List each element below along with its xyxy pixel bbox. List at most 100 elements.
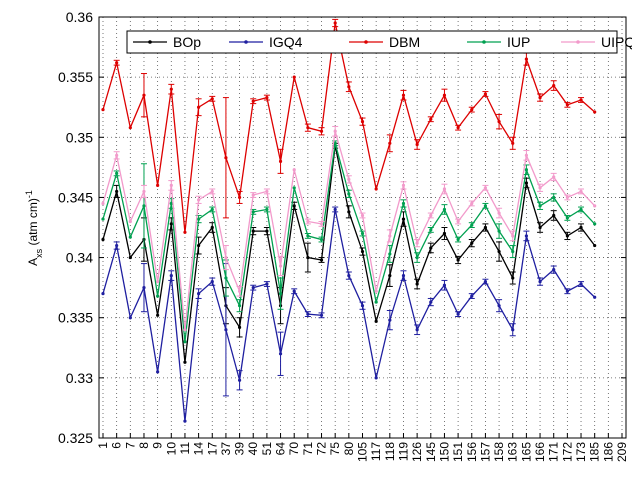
data-point (278, 159, 283, 163)
data-point (265, 229, 269, 233)
data-point (197, 243, 201, 248)
data-point (347, 177, 351, 181)
x-tick-label: 72 (315, 442, 329, 456)
y-tick-label: 0.355 (58, 69, 93, 85)
data-point (347, 192, 351, 196)
data-point (278, 264, 283, 268)
data-point (429, 117, 433, 121)
data-point (456, 312, 460, 316)
grid-lines (99, 17, 626, 438)
x-tick-label: 71 (301, 442, 315, 456)
data-point (524, 234, 528, 238)
data-point (593, 243, 597, 248)
data-point (374, 319, 378, 323)
x-tick-label: 173 (574, 442, 588, 462)
data-point (388, 234, 392, 238)
y-tick-label: 0.335 (58, 310, 93, 326)
data-point (265, 282, 269, 286)
data-point (156, 183, 160, 187)
y-tick-label: 0.325 (58, 430, 93, 446)
data-point (429, 228, 433, 232)
x-tick-label: 70 (287, 442, 301, 456)
x-tick-label: 171 (547, 442, 561, 462)
data-point (251, 210, 255, 214)
data-point (593, 222, 597, 226)
x-tick-label: 119 (396, 442, 410, 461)
data-point (429, 213, 433, 218)
data-point (183, 340, 187, 344)
data-point (511, 276, 515, 280)
data-point (538, 186, 542, 190)
data-point (470, 241, 474, 245)
data-point (374, 187, 378, 191)
data-point (483, 225, 488, 230)
x-tick-label: 80 (342, 442, 356, 456)
data-point (442, 207, 447, 212)
data-point (101, 292, 105, 296)
data-point (197, 198, 201, 202)
data-point (497, 120, 501, 124)
data-point (552, 213, 556, 218)
y-tick-label: 0.34 (66, 250, 93, 266)
data-point (579, 282, 583, 286)
data-point (497, 211, 501, 215)
data-point (483, 186, 488, 190)
data-point (306, 219, 310, 224)
data-point (210, 97, 214, 101)
data-point (483, 280, 488, 284)
data-point (224, 328, 228, 332)
data-point (565, 216, 569, 220)
data-point (237, 195, 242, 200)
data-point (197, 217, 201, 221)
data-point (429, 246, 433, 250)
data-point (210, 225, 214, 230)
data-point (169, 87, 173, 91)
data-point (292, 289, 296, 293)
data-point (524, 181, 528, 185)
legend-label-iup: IUP (507, 34, 530, 50)
data-point (360, 231, 365, 236)
data-point (456, 258, 460, 262)
data-point (306, 126, 310, 130)
x-tick-label: 118 (383, 442, 397, 461)
data-point (306, 234, 310, 238)
data-point (579, 98, 583, 102)
x-tick-label: 145 (424, 442, 438, 462)
data-point (442, 93, 447, 97)
data-point (156, 280, 160, 284)
y-axis-label-sup: -1 (24, 190, 34, 198)
x-tick-label: 7 (123, 442, 137, 449)
data-point (388, 141, 392, 145)
x-tick-label: 158 (492, 442, 506, 462)
data-point (565, 289, 569, 293)
data-point (470, 201, 474, 206)
data-point (579, 189, 583, 194)
y-axis: 0.325 0.33 0.335 0.34 0.345 0.35 0.355 0.36 (58, 9, 626, 446)
data-point (511, 328, 515, 332)
data-point (101, 237, 105, 242)
data-point (415, 328, 419, 332)
data-point (278, 352, 283, 356)
data-point (319, 129, 324, 133)
legend-marker-bop (148, 40, 152, 44)
data-point (497, 229, 501, 233)
x-tick-label: 209 (615, 442, 629, 462)
data-point (552, 268, 556, 272)
x-tick-label: 1 (96, 442, 110, 449)
data-point (374, 300, 378, 304)
data-point (511, 141, 515, 145)
data-point (442, 283, 447, 287)
data-point (237, 289, 242, 293)
x-tick-label: 105 (356, 442, 370, 462)
data-point (292, 168, 296, 172)
data-point (456, 126, 460, 130)
x-tick-label: 8 (137, 442, 151, 449)
x-tick-label: 9 (151, 442, 165, 449)
data-point (333, 21, 337, 25)
data-point (237, 304, 242, 308)
x-tick-label: 163 (506, 442, 520, 462)
data-point (470, 108, 474, 112)
data-point (360, 120, 365, 124)
data-point (456, 237, 460, 242)
x-tick-label: 11 (178, 442, 192, 455)
